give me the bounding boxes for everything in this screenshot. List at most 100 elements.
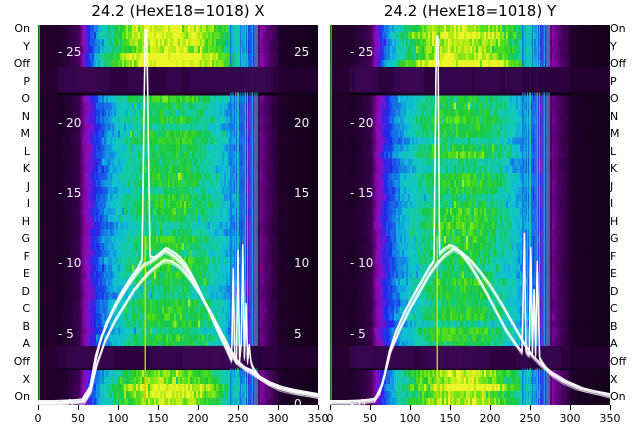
- dipole-label-right-3: P: [610, 74, 617, 88]
- xtick-label-0-250: 250: [227, 412, 249, 425]
- dipole-label-right-2: Off: [610, 57, 627, 70]
- xtick-label-0-200: 200: [187, 412, 209, 425]
- dipole-label-right-13: F: [610, 249, 617, 263]
- xtick-label-1-150: 150: [439, 412, 461, 425]
- inner-ytick-left-0: - 0: [58, 397, 74, 411]
- dipole-label-left-19: Off: [13, 355, 30, 368]
- x-axis-left: 0 50 100 150 200 250 300 350: [34, 405, 329, 437]
- heatmap-image-x: [38, 25, 318, 405]
- xtick-mark-0-350: [318, 405, 319, 410]
- inner-ytick-left-15: - 15: [58, 185, 82, 200]
- xtick-mark-0-100: [118, 405, 119, 410]
- xtick-label-1-350: 350: [599, 412, 621, 425]
- dipole-label-left-0: On: [14, 22, 30, 35]
- dipole-label-right-0: On: [610, 22, 626, 35]
- inner-ytick-left-20: - 20: [58, 115, 82, 130]
- xtick-label-0-150: 150: [147, 412, 169, 425]
- dipole-label-left-4: O: [21, 92, 30, 106]
- xtick-label-0-0: 0: [34, 412, 42, 425]
- dipole-label-left-7: L: [23, 144, 30, 158]
- inner-ytick-left-right-10: 10: [294, 256, 310, 271]
- xtick-mark-1-200: [490, 405, 491, 410]
- dipole-label-left-6: M: [20, 127, 31, 141]
- xtick-mark-1-0: [330, 405, 331, 410]
- xtick-mark-1-350: [610, 405, 611, 410]
- dipole-label-left-21: On: [14, 390, 30, 403]
- overlay-curves-y: [330, 35, 610, 405]
- dipole-label-right-21: On: [610, 390, 626, 403]
- heatmap-image-y: [330, 25, 610, 405]
- inner-ytick-right-10: - 10: [350, 256, 374, 271]
- xtick-mark-0-200: [198, 405, 199, 410]
- heatmap-panel-x[interactable]: [38, 25, 318, 405]
- xtick-mark-0-300: [278, 405, 279, 410]
- dipole-label-right-4: O: [610, 92, 619, 106]
- dipole-label-left-8: K: [22, 162, 30, 176]
- xtick-mark-1-100: [410, 405, 411, 410]
- dipole-label-right-8: K: [610, 162, 618, 176]
- dipole-label-left-11: H: [21, 214, 30, 228]
- xtick-label-1-300: 300: [559, 412, 581, 425]
- inner-ytick-left-right-25: 25: [294, 45, 310, 60]
- dipole-label-left-20: X: [22, 372, 30, 386]
- dipole-label-left-16: C: [22, 302, 30, 316]
- dipole-label-right-18: A: [610, 337, 618, 351]
- dipole-label-right-5: N: [610, 109, 619, 123]
- dipole-label-right-15: D: [610, 284, 619, 298]
- dipole-label-right-10: I: [610, 197, 614, 211]
- dipole-label-left-3: P: [23, 74, 30, 88]
- x-axis-right: 0 50 100 150 200 250 300 350: [326, 405, 621, 437]
- inner-ytick-left-25: - 25: [58, 45, 82, 60]
- dipole-label-right-16: C: [610, 302, 618, 316]
- xtick-label-1-50: 50: [363, 412, 377, 425]
- inner-ytick-right-25: - 25: [350, 45, 374, 60]
- inner-ytick-right-20: - 20: [350, 115, 374, 130]
- dipole-label-left-18: A: [22, 337, 30, 351]
- xtick-label-1-250: 250: [519, 412, 541, 425]
- panel-title-x: 24.2 (HexE18=1018) X: [91, 2, 265, 20]
- dipole-label-right-19: Off: [610, 355, 627, 368]
- xtick-label-1-100: 100: [399, 412, 421, 425]
- xtick-label-0-350: 350: [307, 412, 329, 425]
- inner-ytick-left-right-20: 20: [294, 115, 310, 130]
- dipole-label-left-13: F: [23, 249, 30, 263]
- dipole-label-right-17: B: [610, 319, 618, 333]
- inner-ytick-left-10: - 10: [58, 256, 82, 271]
- dipole-label-right-12: G: [610, 232, 619, 246]
- inner-ytick-left-5: - 5: [58, 326, 74, 341]
- dipole-label-right-9: J: [610, 179, 614, 193]
- inner-ytick-left-right-0: 0: [294, 397, 302, 411]
- xtick-mark-1-250: [530, 405, 531, 410]
- inner-ytick-left-right-15: 15: [294, 185, 310, 200]
- dipole-label-left-2: Off: [13, 57, 30, 70]
- dipole-label-left-15: D: [21, 284, 30, 298]
- dipole-label-left-17: B: [22, 319, 30, 333]
- xtick-mark-0-50: [78, 405, 79, 410]
- dipole-label-left-1: Y: [23, 39, 30, 53]
- xtick-label-1-200: 200: [479, 412, 501, 425]
- dipole-label-right-1: Y: [610, 39, 617, 53]
- xtick-label-0-50: 50: [71, 412, 85, 425]
- overlay-curves-x: [38, 28, 318, 405]
- inner-ytick-right-15: - 15: [350, 185, 374, 200]
- xtick-mark-1-150: [450, 405, 451, 410]
- dipole-label-left-5: N: [21, 109, 30, 123]
- panel-title-y: 24.2 (HexE18=1018) Y: [383, 2, 557, 20]
- dipole-label-left-9: J: [26, 179, 30, 193]
- dipole-label-right-14: E: [610, 267, 617, 281]
- xtick-label-1-0: 0: [326, 412, 334, 425]
- dipole-label-left-14: E: [23, 267, 30, 281]
- dipole-label-right-11: H: [610, 214, 619, 228]
- xtick-label-0-100: 100: [107, 412, 129, 425]
- xtick-mark-0-250: [238, 405, 239, 410]
- dipole-label-right-6: M: [610, 127, 620, 141]
- inner-ytick-left-right-5: 5: [294, 326, 302, 341]
- xtick-mark-0-0: [38, 405, 39, 410]
- inner-ytick-right-5: - 5: [350, 326, 366, 341]
- dipole-label-left-12: G: [21, 232, 30, 246]
- dipole-label-right-20: X: [610, 372, 618, 386]
- dipole-label-right-7: L: [610, 144, 617, 158]
- heatmap-panel-y[interactable]: [330, 25, 610, 405]
- xtick-mark-1-50: [370, 405, 371, 410]
